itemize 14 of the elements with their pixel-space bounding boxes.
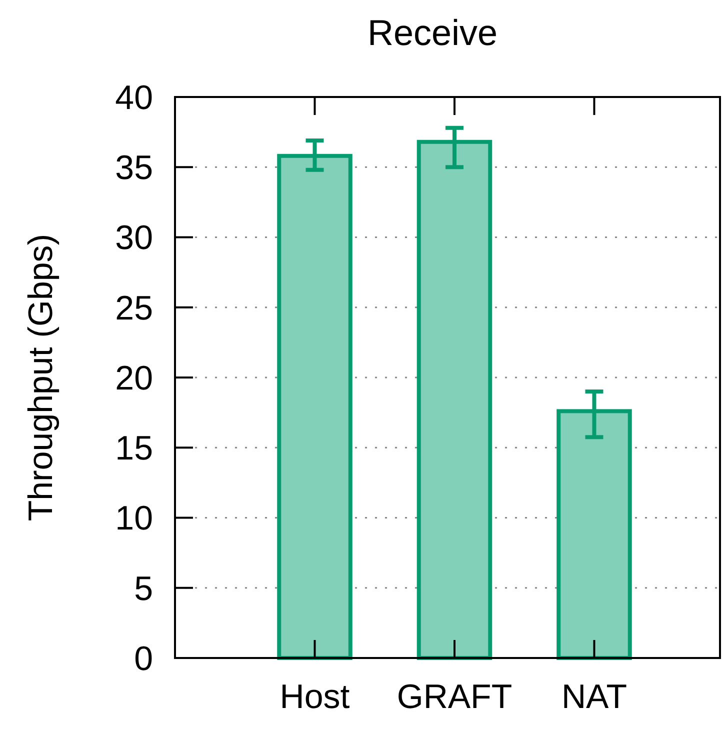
y-tick-label: 20 bbox=[115, 359, 153, 398]
y-tick-label: 10 bbox=[115, 500, 153, 538]
y-tick-label: 0 bbox=[134, 640, 153, 678]
x-tick-label: Host bbox=[280, 678, 350, 716]
chart-title: Receive bbox=[367, 12, 498, 53]
y-tick-label: 30 bbox=[115, 219, 153, 258]
y-axis-title: Throughput (Gbps) bbox=[22, 234, 60, 522]
x-tick-label: GRAFT bbox=[396, 678, 512, 716]
y-tick-label: 15 bbox=[115, 430, 153, 468]
y-tick-label: 5 bbox=[134, 570, 153, 608]
y-tick-label: 40 bbox=[115, 78, 153, 117]
x-tick-label: NAT bbox=[561, 678, 627, 716]
y-tick-label: 25 bbox=[115, 289, 153, 328]
y-tick-label: 35 bbox=[115, 149, 153, 188]
